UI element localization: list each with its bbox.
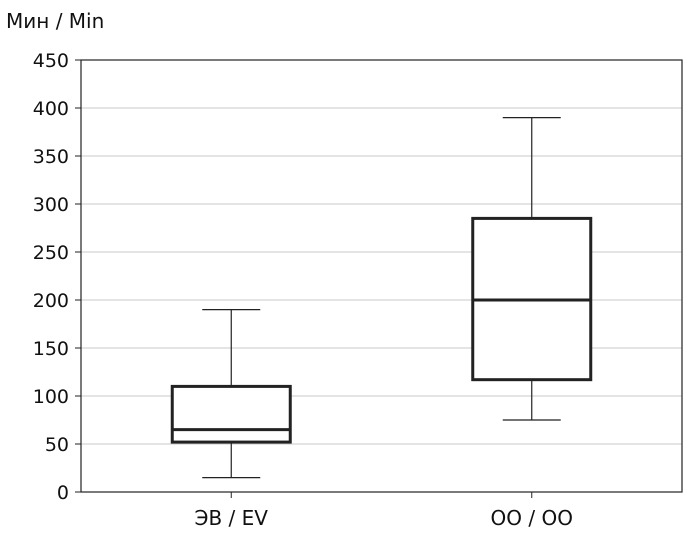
x-category-label: ОО / OO (491, 506, 573, 530)
box-1 (170, 309, 292, 479)
y-tick-label: 350 (33, 146, 69, 168)
plot-frame (80, 59, 683, 493)
y-tick-label: 0 (57, 482, 69, 504)
y-tick-label: 250 (33, 242, 69, 264)
x-category-label: ЭВ / EV (195, 506, 269, 530)
boxes (170, 116, 593, 479)
y-tick-label: 400 (33, 98, 69, 120)
y-tick-label: 150 (33, 338, 69, 360)
x-axis-labels: ЭВ / EV ОО / OO (195, 492, 573, 530)
y-tick-label: 200 (33, 290, 69, 312)
y-tick-label: 450 (33, 50, 69, 72)
y-tick-label: 100 (33, 386, 69, 408)
y-axis-label: Мин / Min (6, 9, 104, 33)
y-tick-label: 300 (33, 194, 69, 216)
iqr-box (170, 384, 292, 444)
y-tick-label: 50 (45, 434, 69, 456)
y-axis-ticks: 0 50 100 150 200 250 300 350 400 450 (33, 50, 81, 504)
box-2 (471, 116, 593, 421)
